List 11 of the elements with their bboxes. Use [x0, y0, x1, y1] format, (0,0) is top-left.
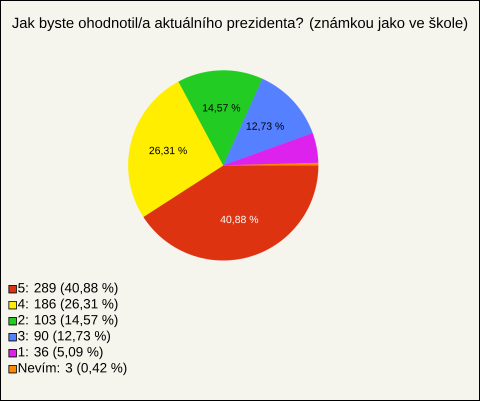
legend-label: 1: 36 (5,09 %) — [18, 346, 103, 360]
data-label: 14,57 % — [202, 104, 240, 113]
legend-label: Nevím: 3 (0,42 %) — [18, 362, 126, 376]
data-label: 26,31 % — [149, 146, 187, 156]
data-label: 40,88 % — [220, 216, 258, 224]
legend-label: 3: 90 (12,73 %) — [18, 330, 110, 344]
chart-title: Jak byste ohodnotil/a aktuálního prezidenta? (známkou jako ve škole) — [12, 17, 468, 31]
data-label: 12,73 % — [246, 122, 284, 132]
legend-label: 2: 103 (14,57 %) — [18, 314, 118, 328]
legend-label: 5: 289 (40,88 %) — [18, 282, 118, 296]
legend-label: 4: 186 (26,31 %) — [18, 298, 118, 312]
